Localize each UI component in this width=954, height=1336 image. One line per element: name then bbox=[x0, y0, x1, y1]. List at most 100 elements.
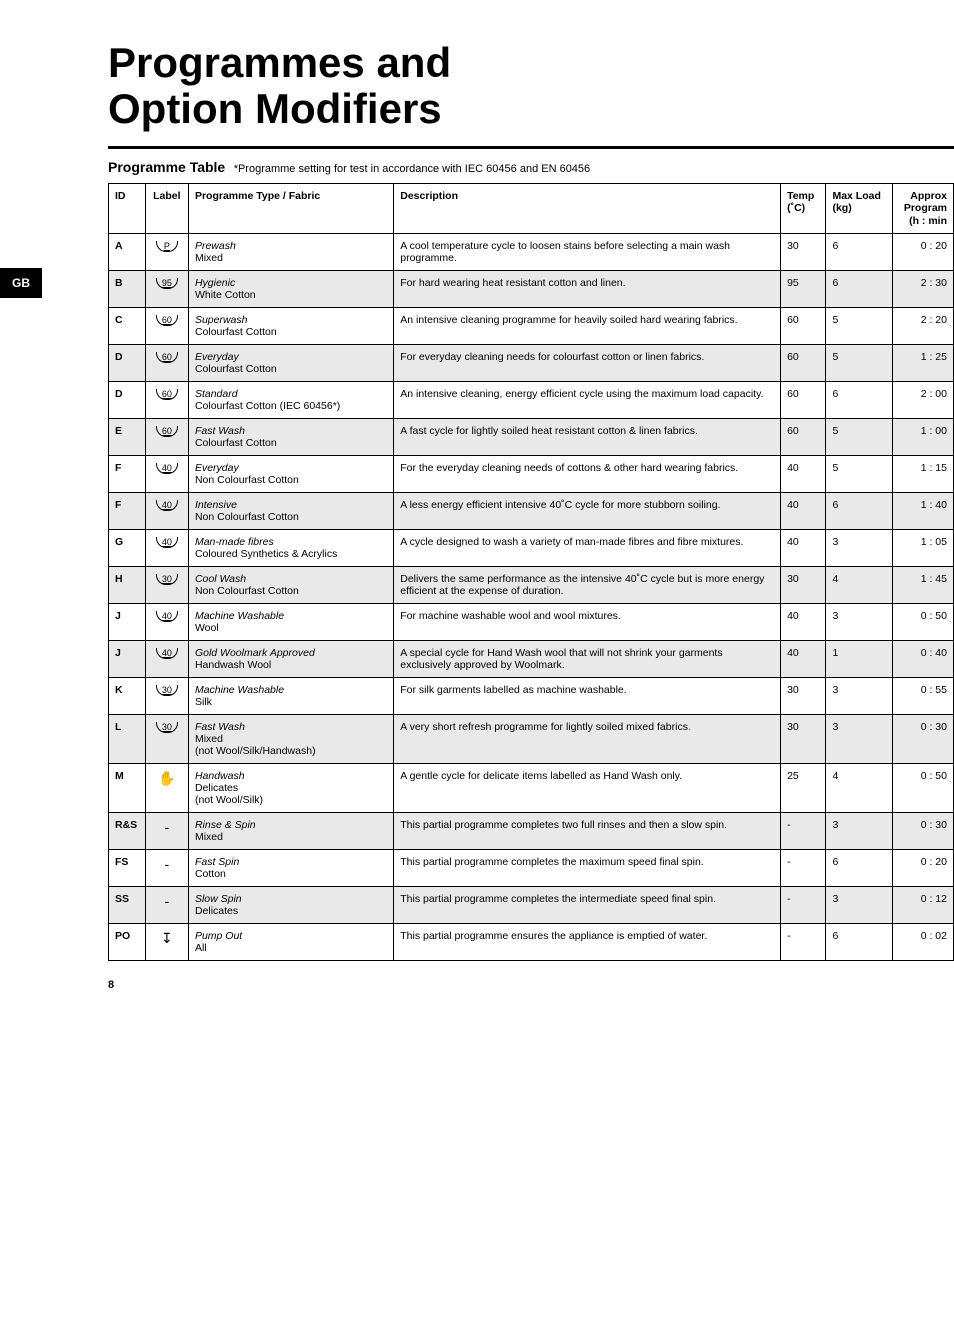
cell-temp: 40 bbox=[781, 529, 826, 566]
wash-label-icon: 30 bbox=[156, 722, 178, 734]
cell-description: An intensive cleaning, energy efficient … bbox=[394, 381, 781, 418]
cell-programme: SuperwashColourfast Cotton bbox=[188, 307, 393, 344]
wash-label-icon: ✋ bbox=[156, 770, 178, 786]
table-row: E60Fast WashColourfast CottonA fast cycl… bbox=[109, 418, 954, 455]
cell-label: 40 bbox=[145, 640, 188, 677]
programme-fabric: (not Wool/Silk/Handwash) bbox=[195, 745, 316, 757]
programme-name: Prewash bbox=[195, 240, 236, 252]
cell-id: J bbox=[109, 640, 146, 677]
cell-temp: 60 bbox=[781, 381, 826, 418]
cell-temp: 30 bbox=[781, 233, 826, 270]
programme-fabric: Colourfast Cotton bbox=[195, 437, 277, 449]
cell-label: - bbox=[145, 849, 188, 886]
cell-time: 0 : 12 bbox=[893, 886, 954, 923]
cell-load: 6 bbox=[826, 270, 893, 307]
cell-description: For hard wearing heat resistant cotton a… bbox=[394, 270, 781, 307]
cell-time: 0 : 50 bbox=[893, 603, 954, 640]
programme-name: Handwash bbox=[195, 770, 245, 782]
cell-id: SS bbox=[109, 886, 146, 923]
cell-description: A fast cycle for lightly soiled heat res… bbox=[394, 418, 781, 455]
cell-time: 0 : 30 bbox=[893, 714, 954, 763]
cell-load: 1 bbox=[826, 640, 893, 677]
programme-name: Standard bbox=[195, 388, 238, 400]
th-temp: Temp (˚C) bbox=[781, 184, 826, 233]
cell-id: K bbox=[109, 677, 146, 714]
table-row: D60EverydayColourfast CottonFor everyday… bbox=[109, 344, 954, 381]
cell-temp: - bbox=[781, 923, 826, 960]
cell-programme: Machine WashableWool bbox=[188, 603, 393, 640]
table-row: J40Machine WashableWoolFor machine washa… bbox=[109, 603, 954, 640]
programme-fabric: Non Colourfast Cotton bbox=[195, 474, 299, 486]
cell-time: 0 : 20 bbox=[893, 233, 954, 270]
cell-temp: 60 bbox=[781, 418, 826, 455]
programme-fabric: Cotton bbox=[195, 868, 226, 880]
cell-programme: IntensiveNon Colourfast Cotton bbox=[188, 492, 393, 529]
cell-label: - bbox=[145, 886, 188, 923]
cell-programme: StandardColourfast Cotton (IEC 60456*) bbox=[188, 381, 393, 418]
table-row: M✋HandwashDelicates(not Wool/Silk)A gent… bbox=[109, 763, 954, 812]
cell-programme: Slow SpinDelicates bbox=[188, 886, 393, 923]
cell-description: This partial programme completes the int… bbox=[394, 886, 781, 923]
table-note: *Programme setting for test in accordanc… bbox=[234, 163, 590, 175]
programme-fabric: Mixed bbox=[195, 831, 223, 843]
cell-description: A special cycle for Hand Wash wool that … bbox=[394, 640, 781, 677]
cell-temp: 40 bbox=[781, 603, 826, 640]
wash-label-icon: 40 bbox=[156, 500, 178, 512]
cell-load: 5 bbox=[826, 455, 893, 492]
cell-programme: Fast WashColourfast Cotton bbox=[188, 418, 393, 455]
programme-fabric: All bbox=[195, 942, 207, 954]
programme-name: Fast Spin bbox=[195, 856, 239, 868]
cell-label: 40 bbox=[145, 455, 188, 492]
programme-name: Cool Wash bbox=[195, 573, 246, 585]
wash-label-icon: P bbox=[156, 241, 178, 253]
cell-programme: HandwashDelicates(not Wool/Silk) bbox=[188, 763, 393, 812]
cell-label: ✋ bbox=[145, 763, 188, 812]
cell-time: 2 : 20 bbox=[893, 307, 954, 344]
cell-id: PO bbox=[109, 923, 146, 960]
cell-label: - bbox=[145, 812, 188, 849]
cell-label: 40 bbox=[145, 492, 188, 529]
wash-label-icon: 60 bbox=[156, 426, 178, 438]
wash-label-icon: - bbox=[156, 893, 178, 909]
programme-name: Gold Woolmark Approved bbox=[195, 647, 315, 659]
language-tab: GB bbox=[0, 268, 42, 298]
cell-time: 2 : 00 bbox=[893, 381, 954, 418]
cell-label: ↧ bbox=[145, 923, 188, 960]
page-number: 8 bbox=[0, 979, 954, 991]
programme-name: Pump Out bbox=[195, 930, 242, 942]
programme-fabric: (not Wool/Silk) bbox=[195, 794, 263, 806]
programme-fabric: Delicates bbox=[195, 905, 238, 917]
cell-time: 0 : 30 bbox=[893, 812, 954, 849]
table-header-row: ID Label Programme Type / Fabric Descrip… bbox=[109, 184, 954, 233]
cell-load: 6 bbox=[826, 381, 893, 418]
cell-description: For everyday cleaning needs for colourfa… bbox=[394, 344, 781, 381]
cell-description: This partial programme completes the max… bbox=[394, 849, 781, 886]
cell-programme: Gold Woolmark ApprovedHandwash Wool bbox=[188, 640, 393, 677]
programme-name: Fast Wash bbox=[195, 425, 245, 437]
cell-description: This partial programme completes two ful… bbox=[394, 812, 781, 849]
table-title: Programme Table bbox=[108, 159, 225, 175]
cell-label: 60 bbox=[145, 344, 188, 381]
cell-label: 30 bbox=[145, 566, 188, 603]
cell-id: L bbox=[109, 714, 146, 763]
programme-name: Slow Spin bbox=[195, 893, 242, 905]
cell-temp: 40 bbox=[781, 640, 826, 677]
cell-id: D bbox=[109, 344, 146, 381]
programme-table: ID Label Programme Type / Fabric Descrip… bbox=[108, 183, 954, 960]
wash-label-icon: 60 bbox=[156, 352, 178, 364]
programme-fabric: Silk bbox=[195, 696, 212, 708]
cell-temp: 25 bbox=[781, 763, 826, 812]
programme-name: Fast Wash bbox=[195, 721, 245, 733]
cell-label: 30 bbox=[145, 714, 188, 763]
title-line1: Programmes and bbox=[108, 39, 451, 86]
cell-time: 1 : 00 bbox=[893, 418, 954, 455]
cell-temp: 30 bbox=[781, 714, 826, 763]
wash-label-icon: 95 bbox=[156, 278, 178, 290]
programme-fabric: Delicates bbox=[195, 782, 238, 794]
cell-description: This partial programme ensures the appli… bbox=[394, 923, 781, 960]
cell-time: 0 : 02 bbox=[893, 923, 954, 960]
cell-label: 60 bbox=[145, 381, 188, 418]
cell-id: A bbox=[109, 233, 146, 270]
cell-description: For the everyday cleaning needs of cotto… bbox=[394, 455, 781, 492]
cell-time: 0 : 50 bbox=[893, 763, 954, 812]
